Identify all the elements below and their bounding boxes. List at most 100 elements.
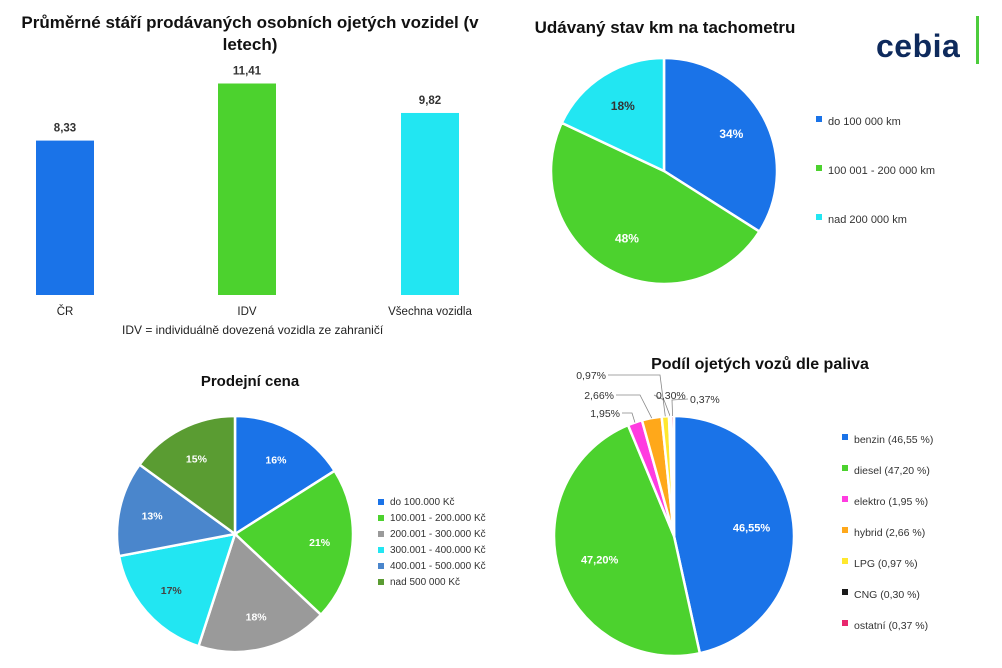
chart-title-price: Prodejní cena bbox=[200, 373, 300, 390]
fuel-pie-value-label-6: 0,37% bbox=[690, 394, 720, 406]
legend-fuel: benzin (46,55 %) diesel (47,20 %) elektro … bbox=[842, 434, 933, 651]
fuel-legend-label-2: elektro (1,95 %) bbox=[854, 496, 929, 508]
price-legend-label-3: 300.001 - 400.000 Kč bbox=[390, 544, 486, 556]
price-pie-slice-3 bbox=[117, 532, 237, 648]
price-pie-slice-2 bbox=[196, 531, 323, 654]
fuel-legend-item-5: CNG (0,30 %) bbox=[842, 589, 933, 620]
legend-price: do 100.000 Kč 100.001 - 200.000 Kč 200.001… bbox=[378, 494, 486, 590]
fuel-legend-item-3: hybrid (2,66 %) bbox=[842, 527, 933, 558]
fuel-legend-swatch-1 bbox=[842, 465, 848, 471]
price-legend-swatch-4 bbox=[378, 563, 384, 569]
price-legend-label-0: do 100.000 Kč bbox=[390, 496, 455, 508]
price-legend-label-4: 400.001 - 500.000 Kč bbox=[390, 560, 486, 572]
km-legend-swatch-1 bbox=[816, 165, 822, 171]
fuel-legend-label-1: diesel (47,20 %) bbox=[854, 465, 930, 477]
km-legend-swatch-2 bbox=[816, 214, 822, 220]
price-legend-label-5: nad 500 000 Kč bbox=[390, 576, 461, 588]
fuel-pie-value-label-4: 0,97% bbox=[576, 370, 606, 382]
price-pie-slice-5 bbox=[137, 414, 237, 537]
fuel-pie-value-label-1: 47,20% bbox=[581, 554, 619, 566]
price-legend-swatch-5 bbox=[378, 579, 384, 585]
fuel-pie-value-label-3: 2,66% bbox=[584, 390, 614, 402]
price-pie-value-label-4: 13% bbox=[142, 510, 164, 522]
price-pie-value-label-2: 18% bbox=[246, 611, 268, 623]
fuel-pie-leader-2 bbox=[622, 412, 636, 423]
price-legend-swatch-2 bbox=[378, 531, 384, 537]
km-legend-label-0: do 100 000 km bbox=[828, 116, 901, 128]
km-legend-label-2: nad 200 000 km bbox=[828, 214, 907, 226]
fuel-legend-item-4: LPG (0,97 %) bbox=[842, 558, 933, 589]
price-legend-swatch-3 bbox=[378, 547, 384, 553]
price-legend-item-5: nad 500 000 Kč bbox=[378, 574, 486, 590]
fuel-legend-swatch-4 bbox=[842, 558, 848, 564]
chart-title-age: Průměrné stáří prodávaných osobních ojet… bbox=[21, 13, 479, 54]
price-legend-label-1: 100.001 - 200.000 Kč bbox=[390, 512, 486, 524]
price-legend-item-2: 200.001 - 300.000 Kč bbox=[378, 526, 486, 542]
fuel-pie-value-label-2: 1,95% bbox=[590, 408, 620, 420]
km-pie-slice-1 bbox=[549, 121, 762, 286]
km-legend-item-1: 100 001 - 200 000 km bbox=[816, 165, 935, 214]
bar-category-label-0: ČR bbox=[57, 305, 74, 318]
km-pie-value-label-1: 48% bbox=[615, 231, 639, 245]
fuel-legend-item-2: elektro (1,95 %) bbox=[842, 496, 933, 527]
km-legend-label-1: 100 001 - 200 000 km bbox=[828, 165, 936, 177]
fuel-legend-swatch-6 bbox=[842, 620, 848, 626]
fuel-legend-item-0: benzin (46,55 %) bbox=[842, 434, 933, 465]
fuel-legend-swatch-3 bbox=[842, 527, 848, 533]
bar-value-label-2: 9,82 bbox=[419, 95, 441, 107]
fuel-pie-leader-3 bbox=[616, 394, 653, 419]
price-legend-swatch-0 bbox=[378, 499, 384, 505]
price-pie-value-label-1: 21% bbox=[309, 537, 331, 549]
price-pie-value-label-0: 16% bbox=[265, 455, 287, 467]
cebia-logo: cebia bbox=[876, 28, 961, 64]
price-legend-item-0: do 100.000 Kč bbox=[378, 494, 486, 510]
km-legend-item-0: do 100 000 km bbox=[816, 116, 935, 165]
price-pie-value-label-5: 15% bbox=[186, 453, 208, 465]
km-pie-value-label-0: 34% bbox=[719, 127, 743, 141]
fuel-legend-label-4: LPG (0,97 %) bbox=[854, 558, 918, 570]
fuel-pie-slice-1 bbox=[552, 423, 702, 658]
fuel-pie-value-label-0: 46,55% bbox=[733, 523, 771, 535]
bar-value-label-0: 8,33 bbox=[54, 123, 76, 135]
bar-category-label-1: IDV bbox=[237, 306, 257, 318]
km-legend-item-2: nad 200 000 km bbox=[816, 214, 935, 263]
km-pie-slice-2 bbox=[560, 56, 666, 173]
fuel-pie-leader-6 bbox=[671, 398, 689, 417]
price-legend-item-3: 300.001 - 400.000 Kč bbox=[378, 542, 486, 558]
fuel-legend-swatch-2 bbox=[842, 496, 848, 502]
km-pie-value-label-2: 18% bbox=[611, 99, 635, 113]
price-legend-item-4: 400.001 - 500.000 Kč bbox=[378, 558, 486, 574]
price-legend-item-1: 100.001 - 200.000 Kč bbox=[378, 510, 486, 526]
price-pie-slice-1 bbox=[232, 469, 355, 617]
logo-accent-bar bbox=[976, 16, 979, 64]
fuel-pie-slice-0 bbox=[672, 414, 796, 655]
idv-footnote: IDV = individuálně dovezená vozidla ze z… bbox=[122, 323, 384, 337]
bar-2 bbox=[401, 112, 459, 295]
bar-chart-age: 8,33 ČR 11,41 IDV 9,82 Všechna vozidla bbox=[36, 66, 472, 318]
price-pie-slice-0 bbox=[233, 414, 337, 537]
chart-title-fuel: Podíl ojetých vozů dle paliva bbox=[651, 356, 869, 373]
price-pie-slice-4 bbox=[115, 462, 239, 558]
legend-km: do 100 000 km 100 001 - 200 000 km nad 200… bbox=[816, 116, 935, 263]
bar-value-label-1: 11,41 bbox=[233, 66, 262, 78]
price-pie-value-label-3: 17% bbox=[161, 585, 183, 597]
price-legend-swatch-1 bbox=[378, 515, 384, 521]
fuel-legend-swatch-5 bbox=[842, 589, 848, 595]
chart-title-km: Udávaný stav km na tachometru bbox=[534, 18, 796, 37]
bar-category-label-2: Všechna vozidla bbox=[388, 306, 472, 318]
fuel-legend-label-3: hybrid (2,66 %) bbox=[854, 527, 926, 539]
km-legend-swatch-0 bbox=[816, 116, 822, 122]
fuel-legend-label-5: CNG (0,30 %) bbox=[854, 589, 920, 601]
bar-1 bbox=[218, 83, 276, 295]
bar-0 bbox=[36, 140, 94, 295]
fuel-pie-value-label-5: 0,30% bbox=[656, 390, 686, 402]
fuel-legend-label-6: ostatní (0,37 %) bbox=[854, 620, 929, 632]
fuel-pie-leader-5 bbox=[653, 394, 671, 417]
fuel-legend-label-0: benzin (46,55 %) bbox=[854, 434, 934, 446]
fuel-pie-leader-4 bbox=[608, 374, 666, 417]
fuel-legend-swatch-0 bbox=[842, 434, 848, 440]
fuel-legend-item-6: ostatní (0,37 %) bbox=[842, 620, 933, 651]
fuel-legend-item-1: diesel (47,20 %) bbox=[842, 465, 933, 496]
price-legend-label-2: 200.001 - 300.000 Kč bbox=[390, 528, 486, 540]
